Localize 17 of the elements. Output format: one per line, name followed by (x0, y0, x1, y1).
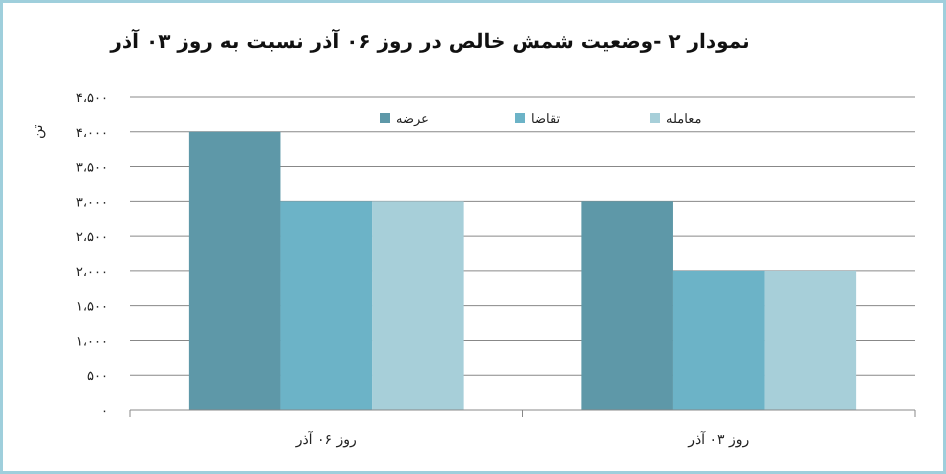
y-tick-label: ۰ (101, 404, 108, 419)
y-tick-label: ۲،۵۰۰ (76, 230, 108, 246)
x-tick-label: روز ۰۶ آذر (294, 430, 357, 448)
y-tick-label: ۴،۵۰۰ (76, 91, 108, 106)
y-tick-label: ۱،۰۰۰ (76, 334, 108, 350)
y-tick-label: ۵۰۰ (87, 369, 108, 384)
legend-label: معامله (666, 112, 702, 127)
y-tick-label: ۳،۵۰۰ (76, 160, 108, 176)
chart-title: نمودار ۲ -وضعیت شمش خالص در روز ۰۶ آذر نسبت به روز ۰۳ آذر (109, 28, 750, 53)
y-tick-label: ۱،۵۰۰ (76, 300, 108, 315)
y-tick-label: ۲،۰۰۰ (76, 264, 108, 280)
legend-label: تقاضا (531, 112, 561, 127)
y-axis-title: تن (30, 124, 46, 140)
x-tick-label: روز ۰۳ آذر (687, 430, 750, 448)
y-tick-label: ۳،۰۰۰ (76, 195, 108, 210)
y-tick-label: ۴،۰۰۰ (76, 126, 108, 141)
legend-label: عرضه (396, 112, 429, 127)
